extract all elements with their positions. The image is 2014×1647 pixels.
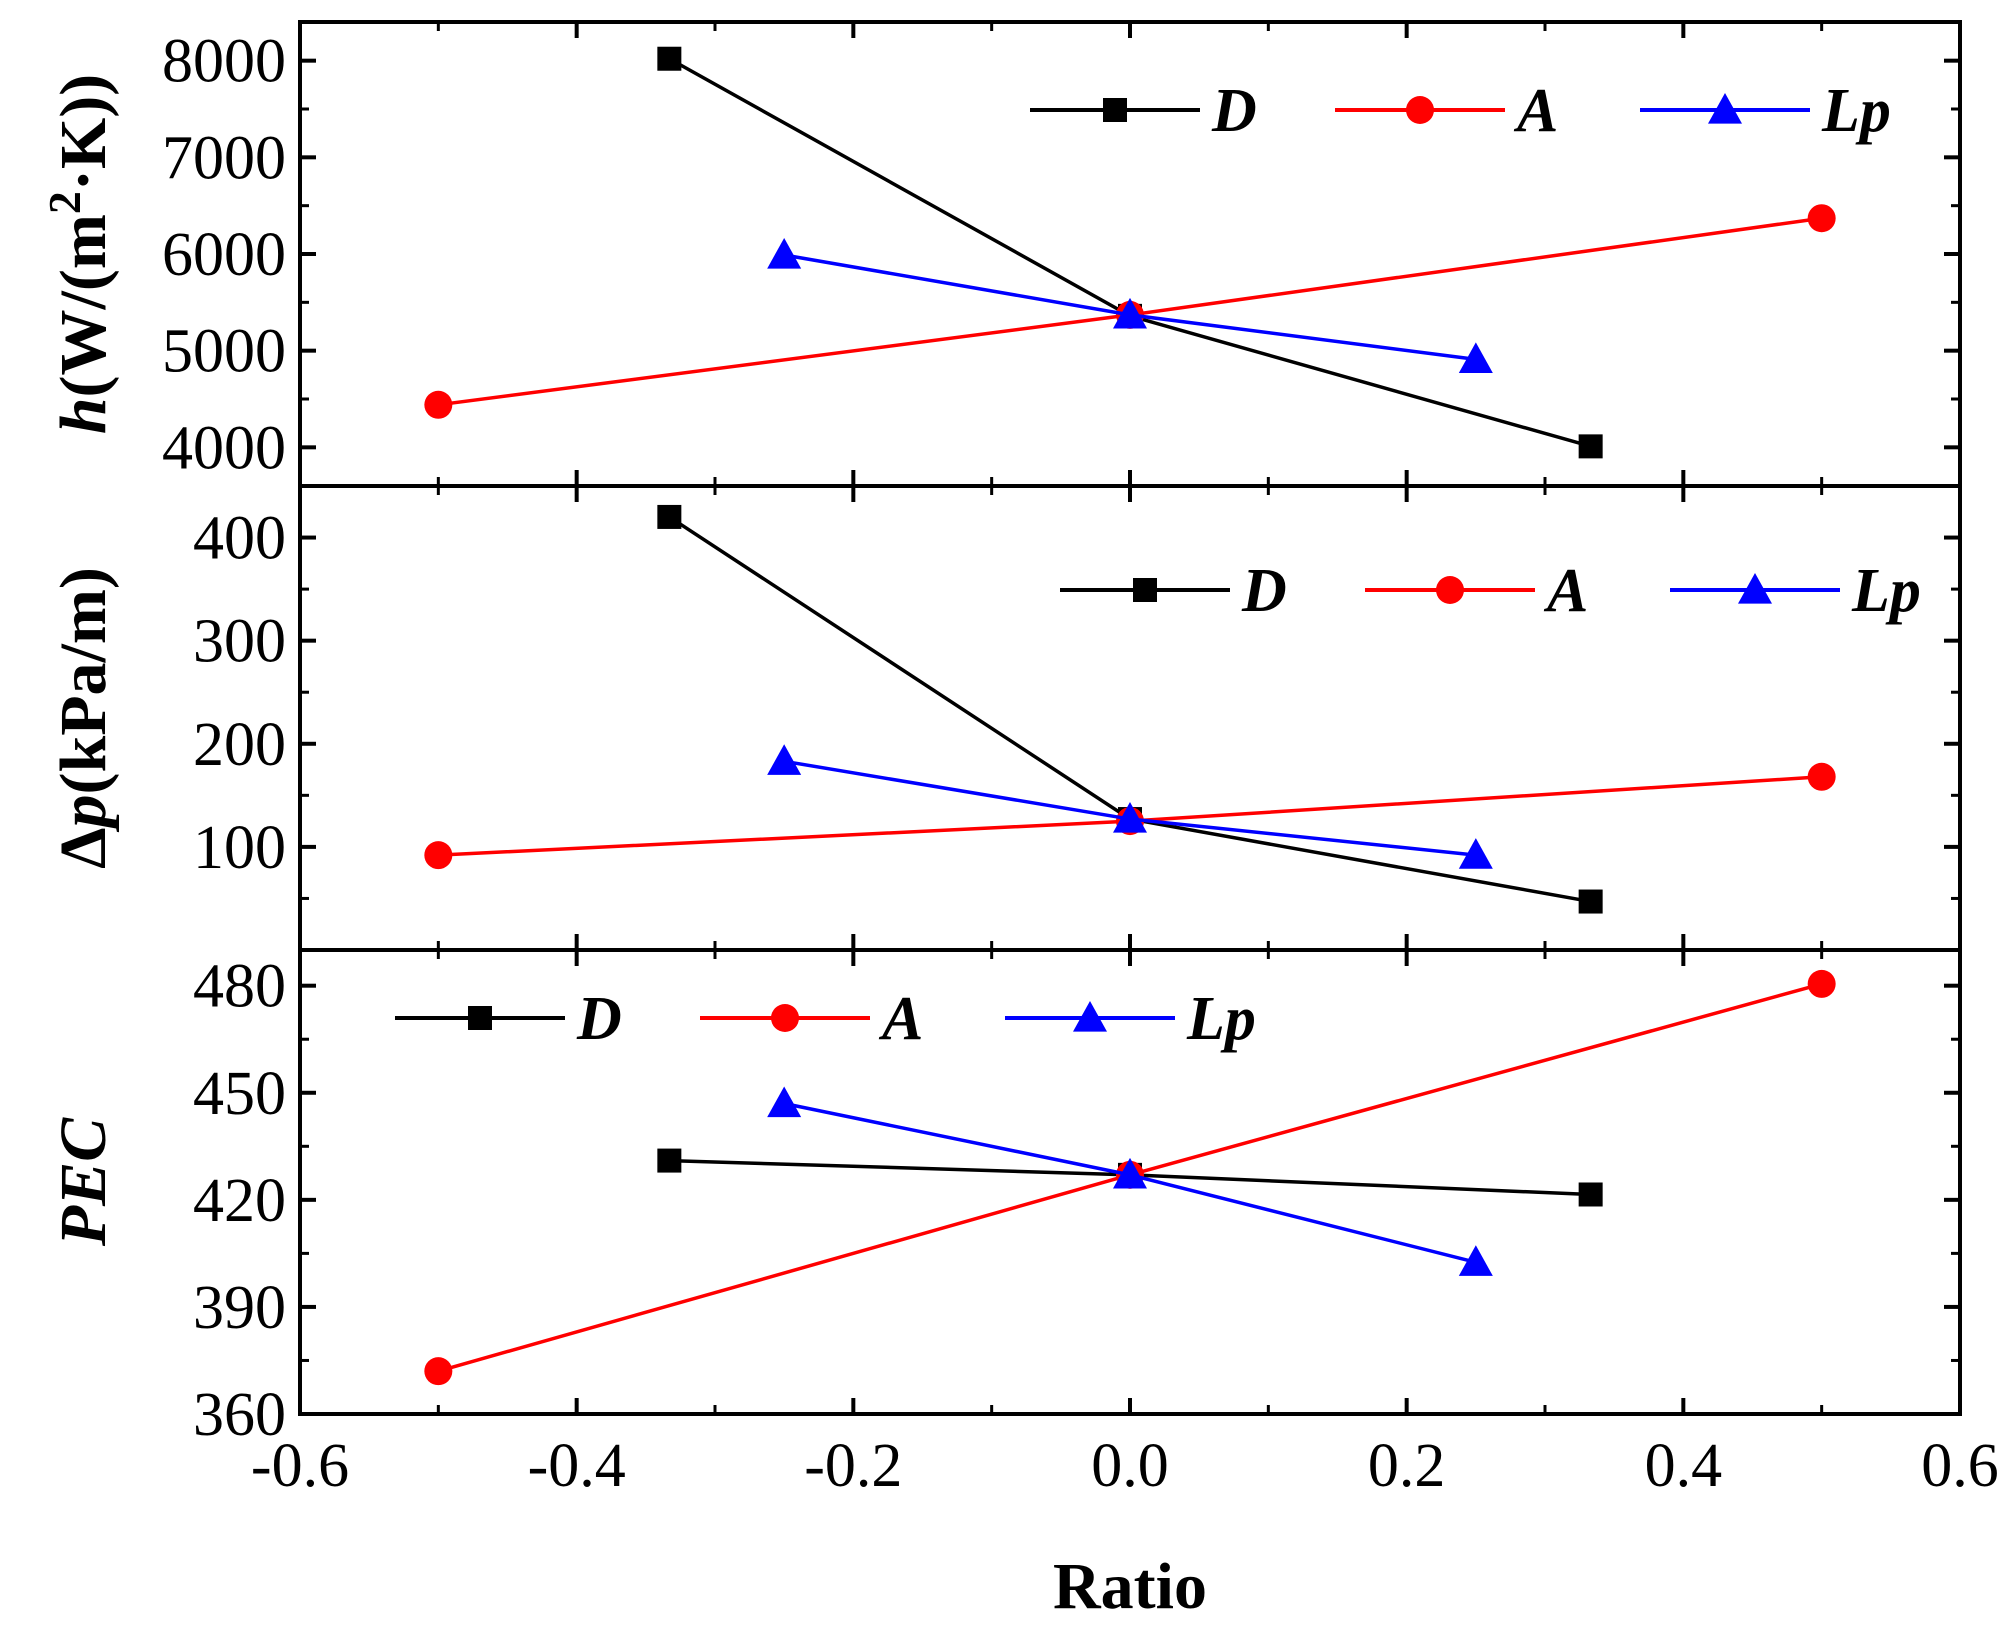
legend-label-D: D [576, 985, 622, 1053]
data-point-D [657, 46, 682, 71]
y-axis-title-units-tail: ·K)) [47, 74, 120, 191]
data-point-Lp [1458, 1245, 1493, 1276]
legend-label-Lp: Lp [1186, 985, 1256, 1053]
legend-label-Lp: Lp [1821, 77, 1891, 145]
legend-label-D: D [1241, 557, 1287, 625]
legend-marker-D [468, 1006, 492, 1030]
data-point-A [1807, 969, 1836, 998]
panel-h: 4000 5000 6000 7000 8000 D A Lp h(W/(m2·K)) [39, 20, 1962, 488]
data-point-D [1578, 889, 1603, 914]
series-line-D [668, 515, 1591, 904]
y-tick-label: 7000 [162, 124, 286, 192]
y-axis-title: PEC [47, 1117, 120, 1247]
y-axis-title-symbol: PEC [47, 1117, 120, 1247]
x-tick-label: -0.6 [251, 1432, 349, 1500]
legend-label-A: A [1513, 77, 1558, 145]
legend-marker-D [1133, 578, 1157, 602]
data-point-A [424, 841, 453, 870]
legend-marker-Lp [1708, 93, 1742, 124]
data-point-Lp [1113, 802, 1147, 833]
panel-dp: 100 200 300 400 D A Lp Δp(kPa/m) [47, 484, 1962, 952]
data-point-D [657, 1148, 682, 1173]
y-tick-label: 450 [193, 1060, 286, 1128]
data-point-Lp [767, 1086, 802, 1118]
y-tick-label: 8000 [162, 28, 286, 96]
panel-pec: 360 390 420 450 480 D A Lp PEC [47, 948, 1962, 1449]
legend-marker-A [771, 1004, 799, 1032]
data-point-A [1807, 762, 1836, 791]
data-point-Lp [1458, 342, 1493, 373]
legend-marker-A [1406, 96, 1434, 124]
y-axis-title-superscript: 2 [39, 191, 90, 214]
series-line-D [668, 57, 1592, 449]
data-point-Lp [1113, 297, 1147, 329]
data-point-D [1578, 1182, 1603, 1207]
legend-label-Lp: Lp [1851, 557, 1921, 625]
data-point-D [657, 504, 682, 529]
x-tick-label: 0.2 [1368, 1432, 1446, 1500]
y-tick-label: 420 [193, 1167, 286, 1235]
legend-marker-Lp [1073, 1001, 1107, 1032]
y-axis-title-prefix: Δ [47, 827, 120, 868]
legend-label-D: D [1211, 77, 1257, 145]
y-axis-title-units: (W/(m [47, 214, 120, 397]
data-point-Lp [1113, 1157, 1147, 1189]
x-tick-label: -0.4 [528, 1432, 626, 1500]
y-tick-label: 100 [193, 814, 286, 882]
y-tick-label: 5000 [162, 318, 286, 386]
x-tick-label: -0.2 [804, 1432, 902, 1500]
y-tick-label: 390 [193, 1274, 286, 1342]
y-tick-label: 6000 [162, 221, 286, 289]
x-tick-label: 0.0 [1091, 1432, 1169, 1500]
legend-marker-Lp [1738, 573, 1772, 604]
y-tick-label: 400 [193, 505, 286, 573]
x-tick-label: 0.6 [1921, 1432, 1999, 1500]
y-axis-title-symbol: p [47, 794, 120, 832]
legend: D A Lp [395, 985, 1256, 1053]
data-point-Lp [1458, 838, 1493, 869]
y-tick-label: 480 [193, 953, 286, 1021]
y-axis-title-symbol: h [47, 397, 120, 434]
legend: D A Lp [1060, 557, 1921, 625]
data-point-A [1807, 204, 1836, 233]
y-tick-label: 300 [193, 608, 286, 676]
data-point-A [424, 1357, 453, 1386]
legend: D A Lp [1030, 77, 1891, 145]
data-point-A [424, 390, 453, 419]
panel-frame [298, 484, 1962, 952]
data-point-Lp [767, 237, 802, 269]
y-axis-title-units: (kPa/m) [47, 567, 120, 794]
y-tick-label: 4000 [162, 414, 286, 482]
legend-label-A: A [1543, 557, 1588, 625]
y-axis-title: Δp(kPa/m) [47, 567, 120, 869]
legend-marker-D [1103, 98, 1127, 122]
data-point-D [1578, 434, 1603, 459]
y-tick-label: 360 [193, 1381, 286, 1449]
data-point-Lp [767, 744, 802, 775]
x-axis-title: Ratio [1053, 1550, 1207, 1623]
y-tick-label: 200 [193, 711, 286, 779]
y-axis-title: h(W/(m2·K)) [39, 74, 121, 434]
x-tick-label: 0.4 [1645, 1432, 1723, 1500]
legend-marker-A [1436, 576, 1464, 604]
panel-frame [298, 20, 1962, 488]
legend-label-A: A [878, 985, 923, 1053]
